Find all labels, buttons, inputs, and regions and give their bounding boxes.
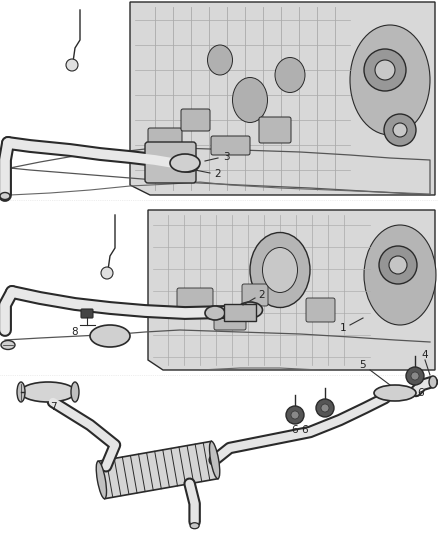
- FancyBboxPatch shape: [181, 109, 210, 131]
- Circle shape: [286, 406, 304, 424]
- Ellipse shape: [205, 306, 225, 320]
- Text: 6: 6: [418, 388, 424, 398]
- Circle shape: [316, 399, 334, 417]
- Ellipse shape: [209, 441, 220, 479]
- FancyBboxPatch shape: [259, 117, 291, 143]
- Ellipse shape: [374, 385, 416, 401]
- Circle shape: [66, 59, 78, 71]
- FancyBboxPatch shape: [148, 128, 182, 152]
- Ellipse shape: [71, 382, 79, 402]
- Ellipse shape: [233, 77, 268, 123]
- Text: 7: 7: [49, 402, 57, 412]
- FancyBboxPatch shape: [177, 288, 213, 312]
- Ellipse shape: [350, 25, 430, 135]
- Ellipse shape: [384, 114, 416, 146]
- Ellipse shape: [1, 341, 15, 350]
- Text: 6: 6: [302, 425, 308, 435]
- Text: 5: 5: [359, 360, 365, 370]
- Ellipse shape: [389, 256, 407, 274]
- Circle shape: [411, 372, 419, 380]
- Ellipse shape: [21, 382, 75, 402]
- Polygon shape: [98, 441, 218, 499]
- Ellipse shape: [393, 123, 407, 137]
- Ellipse shape: [177, 158, 199, 172]
- FancyBboxPatch shape: [306, 298, 335, 322]
- FancyBboxPatch shape: [81, 309, 93, 318]
- FancyBboxPatch shape: [242, 284, 268, 306]
- Ellipse shape: [429, 376, 437, 388]
- Ellipse shape: [364, 225, 436, 325]
- Text: 4: 4: [422, 350, 428, 360]
- Text: 2: 2: [259, 290, 265, 300]
- Ellipse shape: [262, 247, 297, 293]
- Ellipse shape: [90, 325, 130, 347]
- Ellipse shape: [375, 60, 395, 80]
- Text: 2: 2: [215, 169, 221, 179]
- FancyBboxPatch shape: [211, 136, 250, 155]
- Text: 8: 8: [72, 327, 78, 337]
- Ellipse shape: [275, 58, 305, 93]
- Circle shape: [291, 411, 299, 419]
- Polygon shape: [148, 210, 435, 370]
- FancyBboxPatch shape: [214, 310, 246, 330]
- Ellipse shape: [170, 154, 200, 172]
- FancyBboxPatch shape: [145, 142, 196, 183]
- Ellipse shape: [190, 523, 199, 529]
- Circle shape: [406, 367, 424, 385]
- FancyBboxPatch shape: [224, 304, 256, 321]
- Ellipse shape: [379, 246, 417, 284]
- Circle shape: [321, 404, 329, 412]
- Ellipse shape: [96, 461, 106, 499]
- Text: 6: 6: [292, 425, 298, 435]
- Ellipse shape: [208, 45, 233, 75]
- Ellipse shape: [17, 382, 25, 402]
- Ellipse shape: [364, 49, 406, 91]
- Text: 3: 3: [223, 152, 230, 162]
- Text: 1: 1: [340, 323, 346, 333]
- Ellipse shape: [0, 192, 10, 199]
- Ellipse shape: [250, 232, 310, 308]
- Circle shape: [101, 267, 113, 279]
- Ellipse shape: [237, 302, 262, 318]
- Polygon shape: [130, 2, 435, 195]
